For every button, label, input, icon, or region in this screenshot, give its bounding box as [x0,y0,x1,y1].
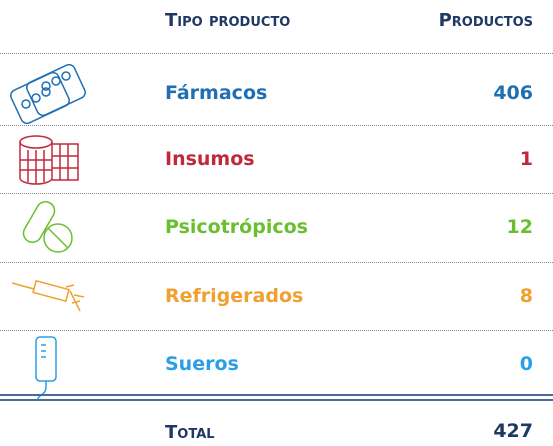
capsule-icon [22,200,73,253]
iv-bag-icon [35,336,57,399]
row: Insumos 1 [0,126,553,194]
row: Refrigerados 8 [0,263,553,331]
total-label: Total [165,422,215,443]
separator [0,53,553,54]
row: Sueros 0 [0,331,553,399]
row-name: Psicotrópicos [165,216,308,238]
separator [0,193,553,194]
row-name: Refrigerados [165,285,304,307]
total-value: 427 [493,420,533,442]
row-value: 406 [493,82,533,104]
total-rule [0,399,553,401]
row-name: Fármacos [165,82,268,104]
separator [0,262,553,263]
row-value: 0 [519,353,533,375]
row-value: 8 [519,285,533,307]
row-value: 1 [519,148,533,170]
header-count: Productos [438,10,533,31]
row: Psicotrópicos 12 [0,194,553,262]
pills-icon [10,64,86,124]
separator [0,330,553,331]
separator [0,125,553,126]
row-value: 12 [506,216,533,238]
row: Fármacos 406 [0,60,553,128]
row-name: Insumos [165,148,255,170]
row-name: Sueros [165,353,239,375]
total-rule [0,394,553,396]
syringe-icon [11,279,85,312]
gauze-icon [19,135,79,185]
header-type: Tipo producto [165,10,291,31]
